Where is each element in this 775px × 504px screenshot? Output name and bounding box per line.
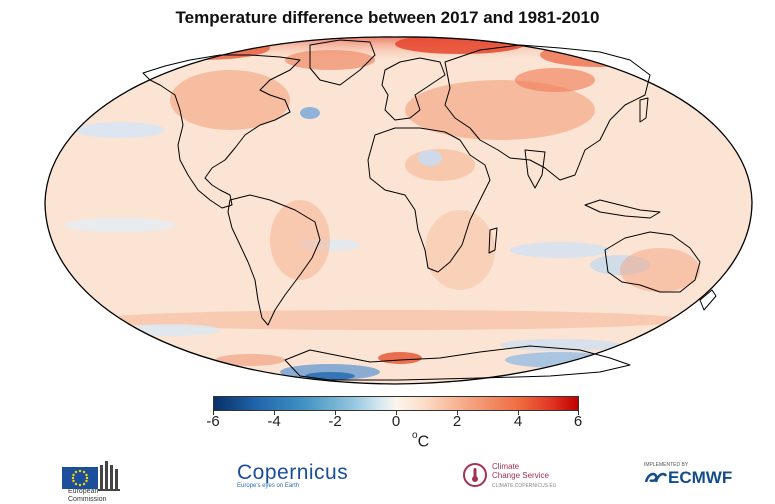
copernicus-logo: Copernicus Europe's eyes on Earth xyxy=(237,452,348,498)
unit-letter: C xyxy=(417,433,430,451)
eu-logo xyxy=(62,452,162,498)
eu-logo-line1: European xyxy=(68,488,99,495)
colorbar-tick-label: 2 xyxy=(452,413,462,430)
colorbar-tick-mark xyxy=(213,411,214,415)
colorbar-tick-mark xyxy=(578,411,579,415)
copernicus-wordmark: Copernicus xyxy=(237,461,349,484)
coastline-north-america xyxy=(142,54,301,209)
colorbar-tick-mark xyxy=(457,411,458,415)
coastline-asia xyxy=(444,44,651,181)
coastline-australia xyxy=(604,231,701,293)
coastline-europe xyxy=(381,57,446,121)
colorbar-tick-mark xyxy=(335,411,336,415)
coastline-africa xyxy=(367,127,491,273)
coastline-south-america xyxy=(227,194,321,326)
c3s-line1: Climate xyxy=(492,461,520,471)
colorbar-unit: oC xyxy=(412,430,430,451)
ecmwf-wave-icon xyxy=(644,472,668,483)
eu-logo-text: European Commission xyxy=(68,488,107,504)
colorbar-tick-label: 4 xyxy=(513,413,523,430)
c3s-logo: Climate Change Service CLIMATE.COPERNICU… xyxy=(462,452,556,498)
coastline-japan xyxy=(639,97,649,123)
copernicus-tagline: Europe's eyes on Earth xyxy=(237,483,300,489)
colorbar-tick-mark xyxy=(274,411,275,415)
ecmwf-prefix: IMPLEMENTED BY xyxy=(644,462,689,468)
coastline-madagascar xyxy=(488,227,498,254)
ecmwf-wordmark: ECMWF xyxy=(668,468,733,487)
colorbar xyxy=(213,396,579,411)
c3s-line2: Change Service xyxy=(492,470,549,480)
coastline-indonesia xyxy=(584,199,661,219)
c3s-url: CLIMATE.COPERNICUS.EU xyxy=(492,482,557,489)
colorbar-tick-label: 0 xyxy=(391,413,401,430)
degree-sign: o xyxy=(412,430,418,441)
colorbar-tick-mark xyxy=(396,411,397,415)
colorbar-gradient xyxy=(213,396,579,411)
coastline-india xyxy=(524,149,546,189)
colorbar-tick-label: -6 xyxy=(206,413,220,430)
colorbar-tick-mark xyxy=(518,411,519,415)
map-title: Temperature difference between 2017 and … xyxy=(175,8,600,27)
eu-emblem-icon xyxy=(62,461,120,491)
globe-outline xyxy=(44,36,753,385)
ecmwf-logo: IMPLEMENTED BY ECMWF xyxy=(644,452,732,498)
coastline-greenland xyxy=(309,39,376,86)
thermometer-icon xyxy=(463,463,487,487)
colorbar-tick-label: -2 xyxy=(328,413,342,430)
eu-logo-line2: Commission xyxy=(68,496,107,503)
colorbar-tick-label: -4 xyxy=(267,413,281,430)
colorbar-tick-label: 6 xyxy=(573,413,583,430)
coastline-new-zealand xyxy=(699,289,717,311)
